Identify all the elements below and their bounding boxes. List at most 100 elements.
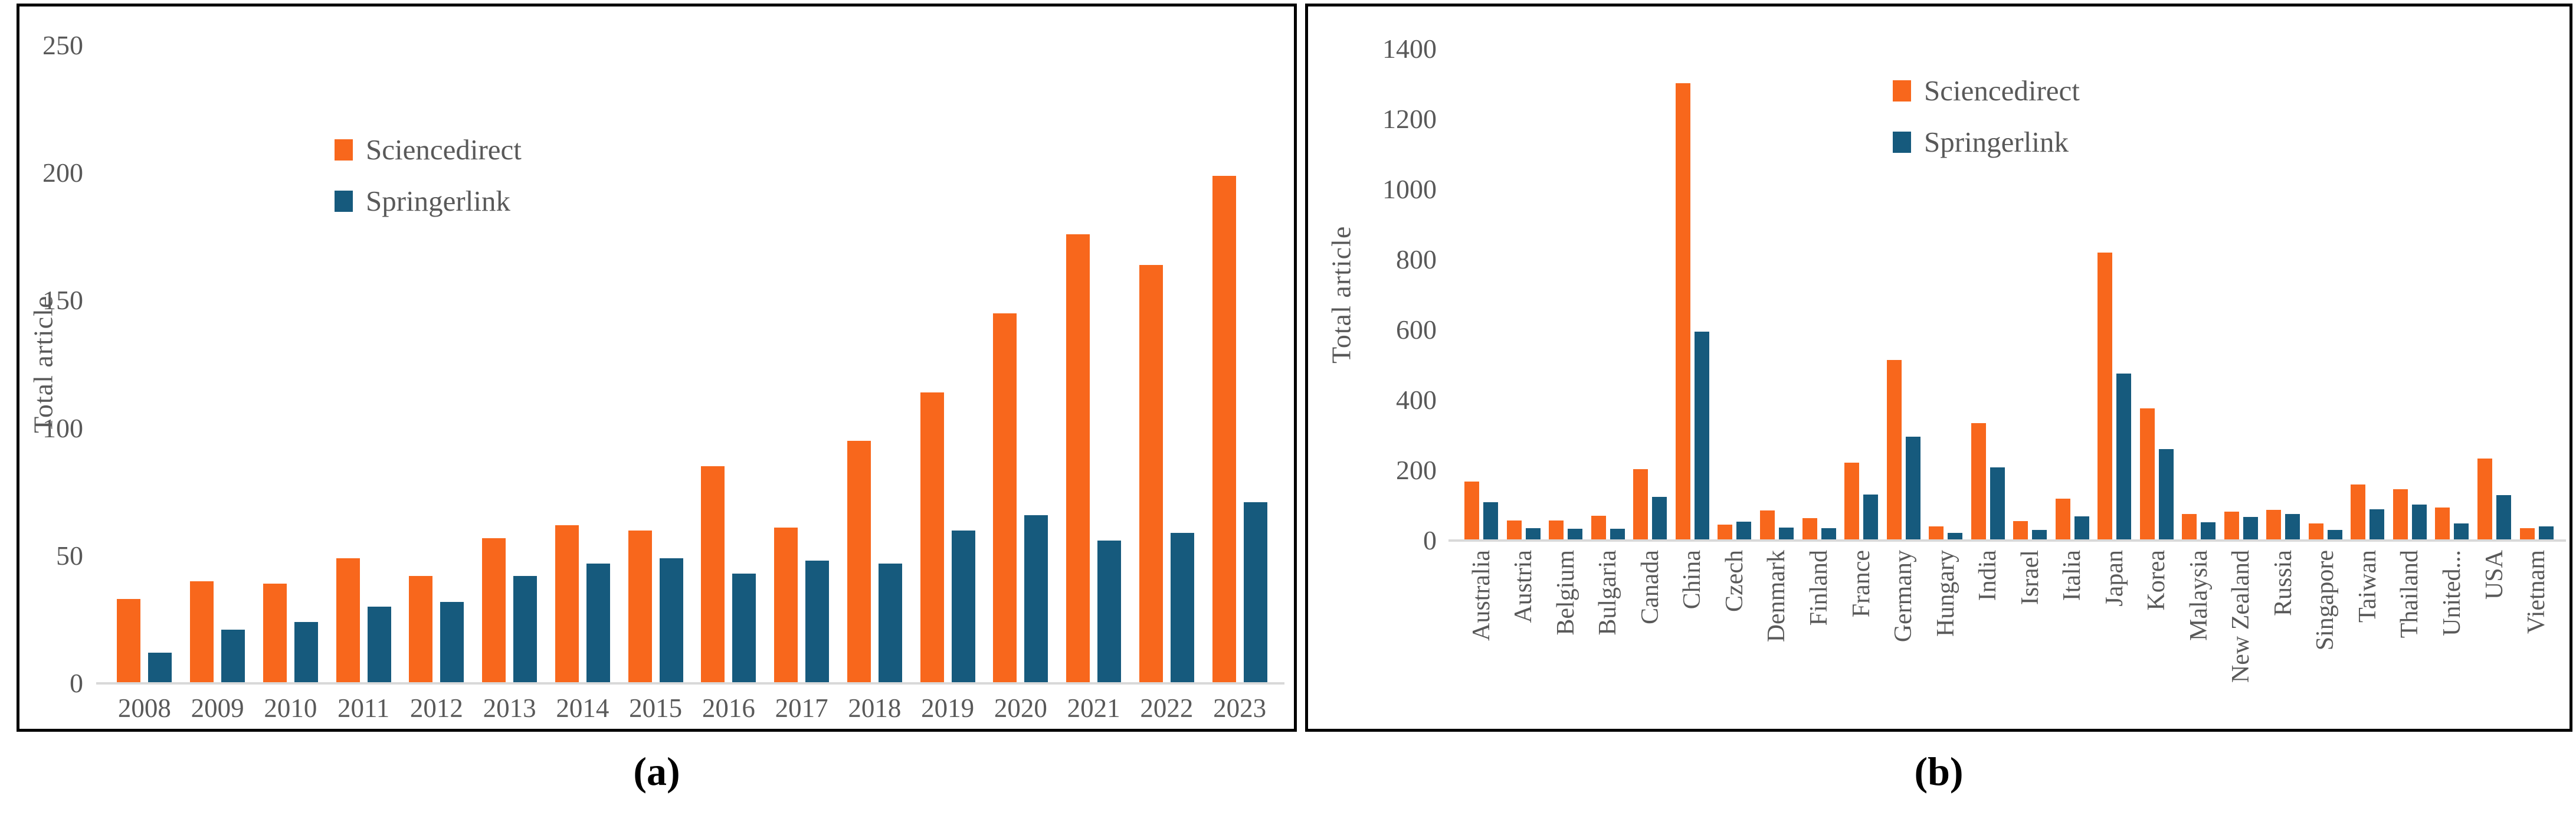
bar-springerlink-2016 <box>732 574 756 683</box>
x-tick-label: Australia <box>1467 550 1495 641</box>
y-tick-label: 800 <box>1396 244 1437 274</box>
x-tick-label: 2021 <box>1067 693 1120 723</box>
bar-springerlink-2017 <box>805 561 830 683</box>
x-tick-label: Austria <box>1510 550 1538 623</box>
x-tick-label: 2018 <box>848 693 902 723</box>
bar-group-vietnam: Vietnam <box>2519 49 2554 634</box>
bar-springerlink-2023 <box>1243 502 1267 683</box>
bar-sciencedirect-2021 <box>1066 234 1090 683</box>
bar-sciencedirect-japan <box>2097 253 2113 541</box>
bar-sciencedirect-2018 <box>847 441 871 683</box>
bar-springerlink-hungary <box>1948 532 1963 541</box>
x-tick-label: Germany <box>1890 550 1918 643</box>
legend: Sciencedirect Springerlink <box>1893 76 2080 156</box>
bar-springerlink-2010 <box>294 622 318 683</box>
bar-group-france: France <box>1844 49 1879 617</box>
bar-springerlink-canada <box>1652 497 1667 541</box>
plot-area: Australia Austria Belgium Bulgaria Canada Chi… <box>1448 49 2566 683</box>
bar-springerlink-new-zealand <box>2243 517 2258 541</box>
bar-group-singapore: Singapore <box>2308 49 2342 650</box>
springerlink-swatch-icon <box>335 190 353 212</box>
y-tick-label: 600 <box>1396 315 1437 345</box>
bar-groups: Australia Austria Belgium Bulgaria Canada Chi… <box>1460 49 2558 683</box>
bar-group-canada: Canada <box>1633 49 1667 624</box>
bar-group-2013: 2013 <box>482 45 538 722</box>
caption-b: (b) <box>1914 749 1964 794</box>
x-tick-label: 2017 <box>775 693 828 723</box>
y-tick-label: 250 <box>42 30 83 60</box>
bar-springerlink-germany <box>1905 436 1920 541</box>
bar-group-2011: 2011 <box>336 45 391 722</box>
x-tick-label: 2010 <box>264 693 317 723</box>
x-tick-label: Japan <box>2100 550 2128 607</box>
y-axis-tick-labels: 0 200 400 600 800 1000 1200 1400 <box>1308 35 1437 554</box>
bar-sciencedirect-usa <box>2477 458 2493 541</box>
bar-springerlink-thailand <box>2411 504 2427 541</box>
legend-item-sciencedirect: Sciencedirect <box>1893 76 2080 105</box>
bar-springerlink-israel <box>2032 529 2047 541</box>
bar-springerlink-russia <box>2285 513 2300 541</box>
bar-group-finland: Finland <box>1802 49 1836 626</box>
bar-sciencedirect-australia <box>1464 482 1480 541</box>
springerlink-swatch-icon <box>1893 131 1911 153</box>
bar-sciencedirect-2013 <box>482 538 506 683</box>
x-tick-label: 2013 <box>483 693 536 723</box>
bar-springerlink-2013 <box>513 576 538 683</box>
x-tick-label: Hungary <box>1932 550 1959 637</box>
y-tick-label: 0 <box>70 668 83 698</box>
x-tick-label: 2022 <box>1140 693 1194 723</box>
bar-sciencedirect-austria <box>1506 520 1522 541</box>
bar-springerlink-2011 <box>367 607 391 683</box>
chart-panel-a: Total article 0 50 100 150 200 250 2008 2009 20… <box>17 4 1297 732</box>
x-tick-label: France <box>1847 550 1875 618</box>
bar-springerlink-australia <box>1483 502 1499 541</box>
bar-springerlink-india <box>1990 467 2005 541</box>
bar-springerlink-bulgaria <box>1610 528 1625 541</box>
x-tick-label: 2015 <box>629 693 683 723</box>
bar-springerlink-2012 <box>440 601 464 683</box>
x-tick-label: Thailand <box>2396 550 2424 639</box>
legend-label: Springerlink <box>1924 126 2069 158</box>
bar-group-2009: 2009 <box>190 45 245 722</box>
x-tick-label: Vietnam <box>2523 550 2551 634</box>
y-tick-label: 0 <box>1423 525 1437 555</box>
bar-springerlink-2009 <box>221 630 245 683</box>
x-tick-label: New Zealand <box>2227 550 2255 683</box>
bar-sciencedirect-2015 <box>628 530 652 683</box>
bar-sciencedirect-denmark <box>1759 510 1775 541</box>
y-tick-label: 400 <box>1396 385 1437 415</box>
bar-sciencedirect-hungary <box>1929 526 1944 541</box>
bar-springerlink-belgium <box>1568 528 1583 541</box>
bar-sciencedirect-israel <box>2013 521 2028 541</box>
bar-sciencedirect-2010 <box>263 584 287 683</box>
bar-springerlink-usa <box>2496 495 2512 541</box>
bar-sciencedirect-czech <box>1718 524 1733 541</box>
x-tick-label: 2016 <box>702 693 755 723</box>
bar-springerlink-vietnam <box>2538 526 2554 541</box>
bar-springerlink-singapore <box>2327 530 2342 541</box>
y-tick-label: 1400 <box>1382 34 1437 64</box>
sciencedirect-swatch-icon <box>1893 80 1911 102</box>
x-tick-label: Bulgaria <box>1594 550 1622 636</box>
x-tick-label: United... <box>2438 550 2466 636</box>
bar-springerlink-taiwan <box>2369 509 2385 541</box>
bar-springerlink-2021 <box>1097 540 1122 683</box>
bar-group-2016: 2016 <box>701 45 756 722</box>
y-tick-label: 1200 <box>1382 104 1437 134</box>
bar-sciencedirect-china <box>1675 83 1690 541</box>
bar-group-taiwan: Taiwan <box>2351 49 2385 623</box>
bar-springerlink-finland <box>1821 528 1836 541</box>
bar-sciencedirect-2020 <box>993 313 1017 683</box>
x-tick-label: 2019 <box>921 693 975 723</box>
y-tick-label: 1000 <box>1382 174 1437 204</box>
bar-group-belgium: Belgium <box>1549 49 1583 636</box>
bar-group-2018: 2018 <box>847 45 902 722</box>
legend-label: Sciencedirect <box>1924 74 2080 107</box>
legend-label: Sciencedirect <box>366 133 522 166</box>
x-tick-label: India <box>1974 550 2002 601</box>
bar-group-denmark: Denmark <box>1759 49 1794 642</box>
x-tick-label: Finland <box>1805 550 1833 626</box>
x-tick-label: 2011 <box>337 693 390 723</box>
bar-springerlink-malaysia <box>2201 522 2216 541</box>
